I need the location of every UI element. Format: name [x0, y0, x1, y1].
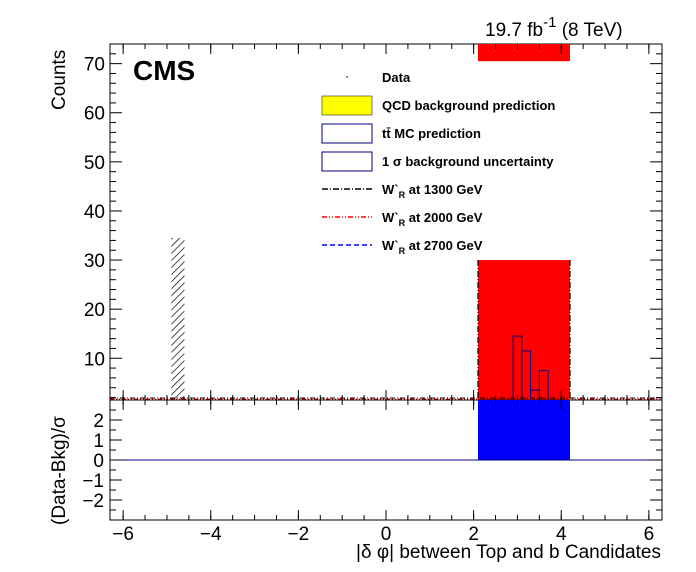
- ratio-x-tick-label-2: −2: [288, 524, 310, 545]
- hatched-uncertainty-band: [171, 237, 185, 400]
- lumi-exponent: -1: [543, 14, 556, 31]
- legend: Data QCD background prediction tt̄ MC pred…: [321, 70, 555, 256]
- main-y-axis-label: Counts: [49, 50, 70, 110]
- ratio-x-tick-label-6: 6: [644, 524, 655, 545]
- legend-label-1: QCD background prediction: [382, 98, 555, 113]
- legend-label-6: W`R at 2700 GeV: [382, 238, 483, 256]
- main-y-tick-label-0: 10: [84, 349, 105, 370]
- legend-symbol-0: [346, 76, 348, 78]
- ratio-y-tick-label-0: −2: [82, 491, 104, 512]
- lumi-value: 19.7 fb: [485, 20, 543, 41]
- main-y-tick-label-6: 70: [84, 55, 105, 76]
- ratio-x-tick-label-5: 4: [556, 524, 567, 545]
- ratio-x-tick-label-3: 0: [381, 524, 392, 545]
- ratio-x-tick-label-1: −4: [200, 524, 222, 545]
- ratio-y-tick-label-4: 2: [93, 411, 104, 432]
- legend-symbol-3: [321, 151, 373, 172]
- ratio-x-tick-label-0: −6: [112, 524, 134, 545]
- legend-label-0: Data: [382, 70, 411, 85]
- ratio-y-tick-label-3: 1: [93, 431, 104, 452]
- energy-label: (8 TeV): [556, 20, 622, 41]
- legend-symbol-1: [321, 95, 373, 116]
- legend-label-3: 1 σ background uncertainty: [382, 154, 554, 169]
- main-y-tick-label-5: 60: [84, 104, 105, 125]
- cms-label: CMS: [133, 55, 195, 86]
- ratio-y-tick-label-2: 0: [93, 451, 104, 472]
- lumi-label: 19.7 fb-1 (8 TeV): [485, 14, 623, 41]
- legend-symbol-2: [321, 123, 373, 144]
- ratio-box: [478, 400, 570, 460]
- main-y-tick-label-2: 30: [84, 251, 105, 272]
- x-axis-label: |δ φ| between Top and b Candidates: [356, 542, 661, 563]
- ratio-y-axis-label: (Data-Bkg)/σ: [49, 416, 70, 525]
- legend-label-4: W`R at 1300 GeV: [382, 182, 483, 200]
- ratio-y-tick-label-1: −1: [82, 471, 104, 492]
- main-y-tick-label-1: 20: [84, 300, 105, 321]
- signal-block-upper: [478, 44, 570, 62]
- legend-label-5: W`R at 2000 GeV: [382, 210, 483, 228]
- main-y-tick-label-4: 50: [84, 153, 105, 174]
- main-y-ticks: 10 20 30 40 50 60 70: [84, 43, 662, 399]
- signal-block-lower: [478, 260, 570, 400]
- main-x-ticks: [122, 44, 650, 400]
- ratio-x-tick-label-4: 2: [468, 524, 479, 545]
- ratio-x-ticks: −6 −4 −2 0 2 4 6: [112, 400, 654, 545]
- main-y-tick-label-3: 40: [84, 202, 105, 223]
- ratio-marks: [110, 400, 662, 461]
- legend-label-2: tt̄ MC prediction: [382, 126, 481, 141]
- main-marks: [110, 44, 662, 401]
- main-panel: 10 20 30 40 50 60 70 CMS Counts Data QCD backgr…: [49, 43, 663, 401]
